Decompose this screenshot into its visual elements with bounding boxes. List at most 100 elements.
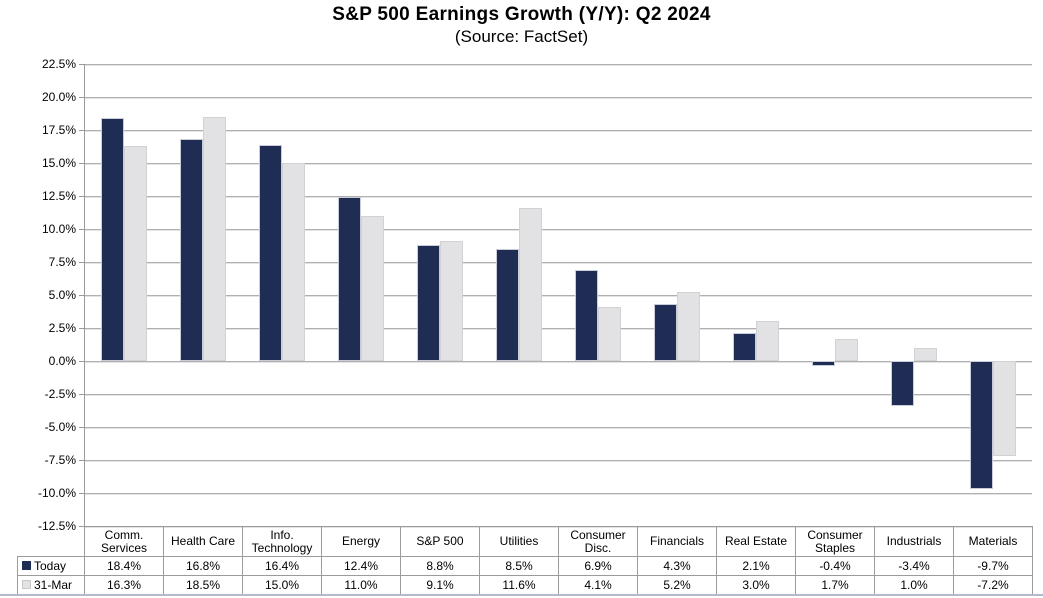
y-axis-tick xyxy=(79,130,84,131)
category-header-7: Financials xyxy=(637,526,717,557)
value-cell-31-mar-4: 9.1% xyxy=(400,575,480,595)
category-header-1: Health Care xyxy=(163,526,243,557)
gridline xyxy=(84,229,1032,230)
value-cell-31-mar-10: 1.0% xyxy=(874,575,954,595)
bottom-border-line xyxy=(0,594,1043,596)
y-axis-label: -12.5% xyxy=(37,519,76,533)
y-axis-label: 10.0% xyxy=(41,222,76,236)
value-cell-today-2: 16.4% xyxy=(242,556,322,576)
y-axis-tick xyxy=(79,361,84,362)
bar-today-9 xyxy=(811,361,835,367)
bar-31-mar-3 xyxy=(360,215,384,361)
value-cell-31-mar-9: 1.7% xyxy=(795,575,875,595)
y-axis-label: 12.5% xyxy=(41,189,76,203)
legend-swatch-icon xyxy=(22,579,31,589)
category-header-11: Materials xyxy=(953,526,1033,557)
y-axis-tick xyxy=(79,163,84,164)
y-axis-tick xyxy=(79,427,84,428)
bar-today-2 xyxy=(258,144,282,361)
gridline xyxy=(84,64,1032,65)
bar-31-mar-7 xyxy=(676,292,700,361)
y-axis-tick xyxy=(79,262,84,263)
gridline xyxy=(84,394,1032,395)
legend-item-31-mar: 31-Mar xyxy=(17,575,85,595)
value-cell-today-6: 6.9% xyxy=(558,556,638,576)
gridline xyxy=(84,97,1032,98)
gridline xyxy=(84,361,1032,362)
bar-today-6 xyxy=(574,269,598,361)
gridline xyxy=(84,196,1032,197)
chart-subtitle: (Source: FactSet) xyxy=(454,27,589,46)
y-axis-tick xyxy=(79,229,84,230)
bar-31-mar-0 xyxy=(123,145,147,361)
y-axis-label: 17.5% xyxy=(41,123,76,137)
value-cell-31-mar-1: 18.5% xyxy=(163,575,243,595)
bar-today-4 xyxy=(416,244,440,361)
value-cell-today-9: -0.4% xyxy=(795,556,875,576)
value-cell-31-mar-2: 15.0% xyxy=(242,575,322,595)
table-corner-cell xyxy=(18,527,85,557)
chart-title: S&P 500 Earnings Growth (Y/Y): Q2 2024 xyxy=(332,4,711,25)
bar-today-11 xyxy=(969,361,993,489)
category-header-10: Industrials xyxy=(874,526,954,557)
bar-31-mar-5 xyxy=(518,207,542,361)
y-axis-label: 0.0% xyxy=(48,354,76,368)
category-header-2: Info. Technology xyxy=(242,526,322,557)
bar-today-1 xyxy=(179,139,203,361)
gridline xyxy=(84,262,1032,263)
legend-swatch-icon xyxy=(22,560,31,570)
value-cell-today-4: 8.8% xyxy=(400,556,480,576)
gridline xyxy=(84,493,1032,494)
bar-31-mar-2 xyxy=(281,163,305,361)
bar-today-10 xyxy=(890,361,914,406)
value-cell-31-mar-7: 5.2% xyxy=(637,575,717,595)
y-axis-tick xyxy=(79,460,84,461)
value-cell-today-7: 4.3% xyxy=(637,556,717,576)
bar-today-5 xyxy=(495,248,519,361)
y-axis-tick xyxy=(79,526,84,527)
bar-31-mar-4 xyxy=(439,240,463,361)
value-cell-today-0: 18.4% xyxy=(84,556,164,576)
value-cell-today-10: -3.4% xyxy=(874,556,954,576)
y-axis-tick xyxy=(79,97,84,98)
gridline xyxy=(84,460,1032,461)
bar-31-mar-8 xyxy=(755,321,779,361)
table-row-31-mar: 31-Mar 16.3% 18.5% 15.0% 11.0% 9.1% 11.6% 4.1% 5… xyxy=(17,575,1033,595)
y-axis-label: -7.5% xyxy=(44,453,76,467)
value-cell-today-11: -9.7% xyxy=(953,556,1033,576)
category-header-0: Comm. Services xyxy=(84,526,164,557)
legend-item-today: Today xyxy=(17,556,85,576)
bar-today-7 xyxy=(653,304,677,361)
gridline xyxy=(84,427,1032,428)
category-header-4: S&P 500 xyxy=(400,526,480,557)
value-cell-today-5: 8.5% xyxy=(479,556,559,576)
category-header-6: Consumer Disc. xyxy=(558,526,638,557)
data-table: Comm. Services Health Care Info. Technolog… xyxy=(17,526,1033,595)
value-cell-31-mar-11: -7.2% xyxy=(953,575,1033,595)
value-cell-today-3: 12.4% xyxy=(321,556,401,576)
bar-31-mar-6 xyxy=(597,306,621,361)
value-cell-today-1: 16.8% xyxy=(163,556,243,576)
table-row-today: Today 18.4% 16.8% 16.4% 12.4% 8.8% 8.5% 6.9% 4.3… xyxy=(17,556,1033,576)
category-header-9: Consumer Staples xyxy=(795,526,875,557)
y-axis-tick xyxy=(79,394,84,395)
gridline xyxy=(84,295,1032,296)
y-axis-label: 15.0% xyxy=(41,156,76,170)
bar-31-mar-9 xyxy=(834,338,858,361)
y-axis-label: -2.5% xyxy=(44,387,76,401)
y-axis-label: -10.0% xyxy=(37,486,76,500)
y-axis-label: 2.5% xyxy=(48,321,76,335)
y-axis-tick xyxy=(79,196,84,197)
category-header-3: Energy xyxy=(321,526,401,557)
legend-label: 31-Mar xyxy=(34,577,73,592)
y-axis-label: 20.0% xyxy=(41,90,76,104)
y-axis-label: -5.0% xyxy=(44,420,76,434)
value-cell-today-8: 2.1% xyxy=(716,556,796,576)
value-cell-31-mar-8: 3.0% xyxy=(716,575,796,595)
bar-31-mar-11 xyxy=(992,361,1016,456)
y-axis-tick xyxy=(79,328,84,329)
value-cell-31-mar-0: 16.3% xyxy=(84,575,164,595)
bar-today-8 xyxy=(732,333,756,361)
